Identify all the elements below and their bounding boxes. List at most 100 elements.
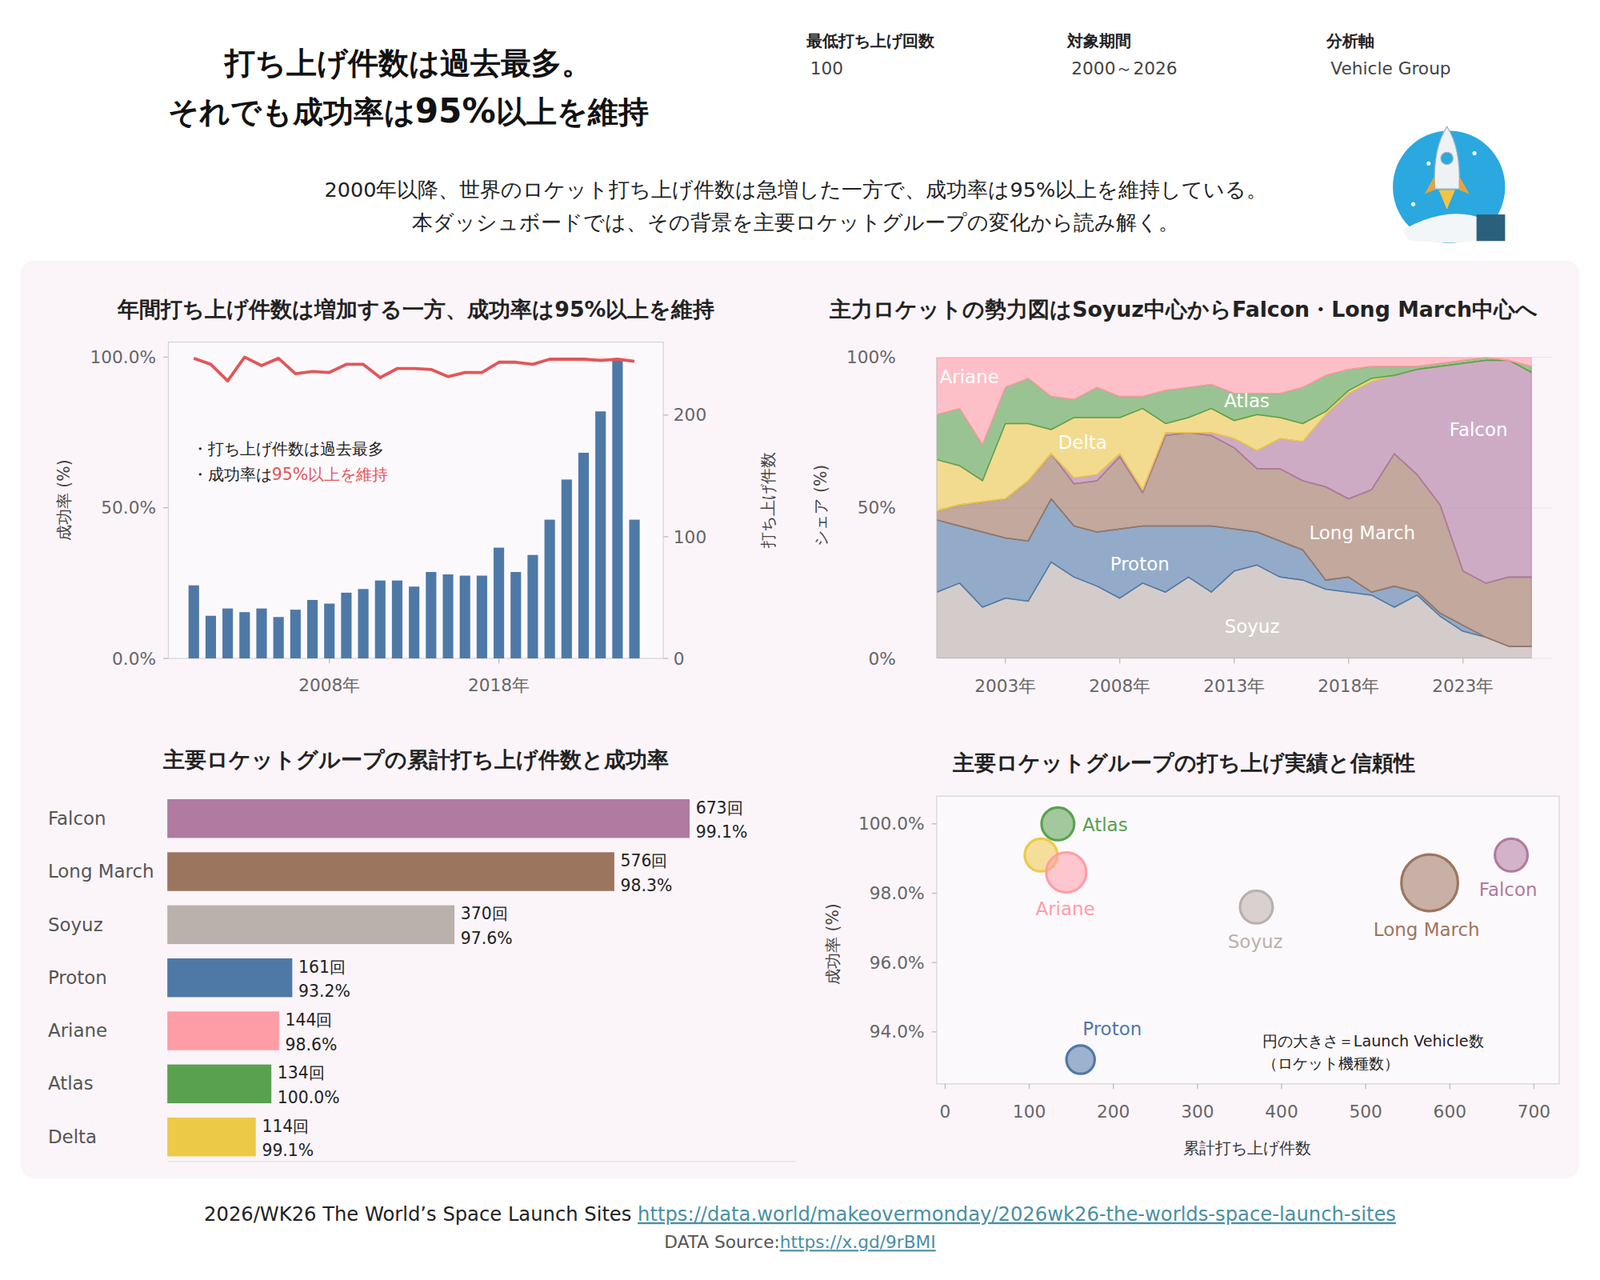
axis-title: 打ち上げ件数 <box>758 452 778 549</box>
data-label: 576回 <box>620 851 668 871</box>
data-label: 97.6% <box>460 928 513 948</box>
chart-title: 主要ロケットグループの打ち上げ実績と信頼性 <box>952 750 1416 776</box>
tick <box>328 658 330 664</box>
chart-title: 年間打ち上げ件数は増加する一方、成功率は95%以上を維持 <box>116 296 715 322</box>
text-part: https://data.world/makeovermonday/2026wk… <box>637 1203 1396 1226</box>
data-label: 370回 <box>460 904 508 924</box>
series-label: Falcon <box>1449 419 1508 440</box>
bar <box>167 905 455 944</box>
tick-label: 400 <box>1264 1101 1298 1122</box>
annotation: 円の大きさ＝Launch Vehicle数 <box>1262 1032 1484 1051</box>
point-label: Falcon <box>1479 879 1538 900</box>
bar <box>167 799 690 838</box>
tick <box>163 356 168 358</box>
tick <box>1533 1084 1535 1089</box>
bubble <box>1401 854 1459 912</box>
bar <box>273 616 284 659</box>
bar <box>460 576 471 659</box>
bar <box>527 555 538 659</box>
bar <box>167 852 615 891</box>
series-label: Proton <box>1110 553 1170 575</box>
axis-line <box>167 1160 796 1162</box>
tick <box>1004 658 1006 664</box>
tick-label: 0 <box>673 648 685 669</box>
tick-label: 98.0% <box>869 883 925 904</box>
tick <box>944 1084 946 1089</box>
param-value: 2000～2026 <box>1071 58 1177 79</box>
title: 打ち上げ件数は過去最多。 <box>223 44 592 81</box>
series-label: Long March <box>1308 522 1416 544</box>
series-label: Soyuz <box>1224 616 1280 637</box>
tick-label: 700 <box>1517 1101 1551 1122</box>
axis-title: 成功率 (%) <box>54 459 74 541</box>
axis-title: 成功率 (%) <box>823 903 843 985</box>
axis-line <box>936 357 937 659</box>
category-label: Proton <box>48 967 108 988</box>
tick <box>163 507 168 508</box>
bar <box>167 1117 256 1156</box>
tick <box>932 823 937 824</box>
tick <box>1280 1084 1282 1089</box>
tick-label: 500 <box>1348 1101 1382 1122</box>
icon-star <box>1426 161 1431 166</box>
marks <box>188 356 640 659</box>
bar <box>392 580 403 659</box>
bar <box>324 604 335 659</box>
bubble <box>1066 1045 1095 1074</box>
tick <box>932 892 937 894</box>
annotation: ・成功率は95%以上を維持 <box>192 464 388 484</box>
tick-label: 50.0% <box>100 497 156 518</box>
tick-label: 0% <box>868 648 896 669</box>
bar <box>307 600 318 659</box>
tick <box>1196 1084 1198 1089</box>
tick <box>1112 1084 1114 1089</box>
tick <box>663 657 668 659</box>
marks <box>936 357 1532 659</box>
icon-rocket <box>1434 126 1460 189</box>
bar <box>167 1064 272 1104</box>
bar <box>408 586 420 659</box>
dashboard: 打ち上げ件数は過去最多。それでも成功率は95%以上を維持最低打ち上げ回数100対… <box>0 0 1600 1280</box>
tick <box>1348 658 1349 664</box>
param-label: 対象期間 <box>1066 31 1132 51</box>
param-value: Vehicle Group <box>1330 58 1451 79</box>
bar <box>167 1011 280 1050</box>
text-part: 95%以上を維持 <box>272 464 388 484</box>
point-label: Ariane <box>1035 898 1095 920</box>
bar <box>256 608 267 659</box>
series-label: Atlas <box>1224 390 1270 412</box>
chart-title: 主力ロケットの勢力図はSoyuz中心からFalcon・Long March中心へ <box>828 296 1538 322</box>
bar <box>442 574 453 659</box>
tick <box>663 414 668 416</box>
plot-frame <box>168 342 664 659</box>
tick-label: 100 <box>1012 1101 1046 1122</box>
tick-label: 100.0% <box>858 813 925 834</box>
text-part: 以上を維持 <box>496 93 649 130</box>
data-label: 99.1% <box>696 822 748 842</box>
param-label: 最低打ち上げ回数 <box>805 31 936 51</box>
tick <box>1449 1084 1451 1089</box>
text-part: 2026/WK26 The World’s Space Launch Sites <box>204 1203 638 1226</box>
bar <box>612 359 623 659</box>
category-label: Soyuz <box>48 914 104 936</box>
footer: 2026/WK26 The World’s Space Launch Sites… <box>204 1203 1396 1226</box>
bubble <box>1041 807 1075 840</box>
tick-label: 200 <box>673 404 707 425</box>
param-value: 100 <box>810 58 844 79</box>
tick-label: 100.0% <box>90 347 157 368</box>
tick-label: 100 <box>673 527 707 548</box>
tick <box>932 962 937 964</box>
marks <box>167 799 690 1156</box>
data-label: 161回 <box>298 957 346 977</box>
bar <box>561 479 572 659</box>
bar <box>340 592 352 659</box>
tick-label: 2008年 <box>298 675 360 696</box>
bar <box>578 452 589 659</box>
tick-label: 96.0% <box>869 952 925 973</box>
data-label: 134回 <box>277 1063 325 1083</box>
annotation: （ロケット機種数） <box>1262 1054 1400 1073</box>
bar <box>544 520 556 659</box>
icon-square <box>1476 214 1506 241</box>
bubble <box>1240 890 1273 924</box>
bar <box>375 580 386 659</box>
